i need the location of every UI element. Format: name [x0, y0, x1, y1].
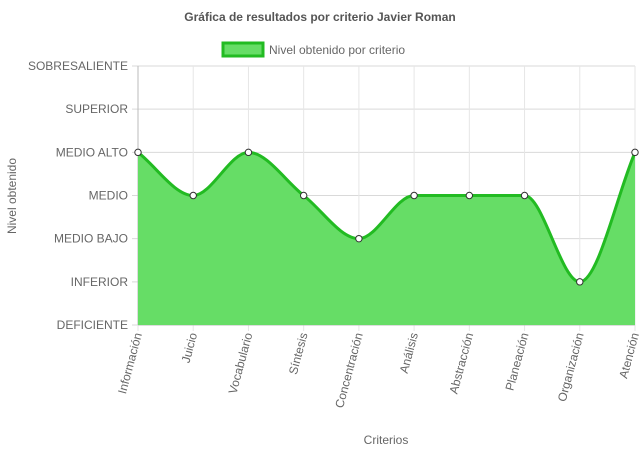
series-area	[137, 150, 637, 325]
y-tick-label: DEFICIENTE	[57, 318, 128, 332]
x-axis-title: Criterios	[364, 433, 409, 447]
data-point[interactable]	[410, 191, 418, 200]
x-tick-label: Juicio	[179, 331, 201, 365]
legend[interactable]: Nivel obtenido por criterio	[221, 41, 405, 58]
x-tick-label: Vocabulario	[226, 331, 256, 396]
x-tick-label: Concentración	[332, 331, 366, 409]
x-axis-ticks: Información Juicio Vocabulario Síntesis Conc…	[115, 331, 639, 410]
legend-label: Nivel obtenido por criterio	[269, 43, 405, 57]
x-tick-label: Atención	[616, 331, 639, 380]
data-point[interactable]	[631, 148, 639, 157]
y-tick-label: MEDIO	[89, 189, 128, 203]
y-tick-label: INFERIOR	[71, 275, 129, 289]
chart-title: Gráfica de resultados por criterio Javie…	[184, 10, 455, 24]
data-point[interactable]	[465, 191, 474, 200]
data-point[interactable]	[299, 191, 308, 200]
data-points	[134, 148, 639, 286]
x-tick-label: Información	[115, 331, 145, 395]
y-axis-title: Nivel obtenido	[5, 158, 19, 234]
y-axis-ticks: DEFICIENTE INFERIOR MEDIO BAJO MEDIO MEDIO A…	[28, 59, 128, 332]
series-line	[137, 150, 637, 284]
data-point[interactable]	[355, 234, 363, 243]
y-tick-label: MEDIO ALTO	[56, 145, 128, 159]
y-tick-label: SOBRESALIENTE	[28, 59, 128, 73]
legend-swatch	[221, 41, 265, 58]
x-tick-label: Planeación	[503, 331, 532, 392]
data-point[interactable]	[134, 148, 142, 157]
x-tick-label: Organización	[555, 331, 587, 403]
y-tick-label: SUPERIOR	[65, 102, 128, 116]
data-point[interactable]	[520, 191, 529, 200]
x-tick-label: Síntesis	[286, 331, 311, 376]
x-tick-label: Abstracción	[446, 331, 476, 395]
x-tick-label: Análisis	[397, 331, 421, 375]
data-point[interactable]	[189, 191, 197, 200]
data-point[interactable]	[244, 148, 253, 157]
data-point[interactable]	[576, 278, 584, 286]
y-tick-label: MEDIO BAJO	[54, 232, 128, 246]
